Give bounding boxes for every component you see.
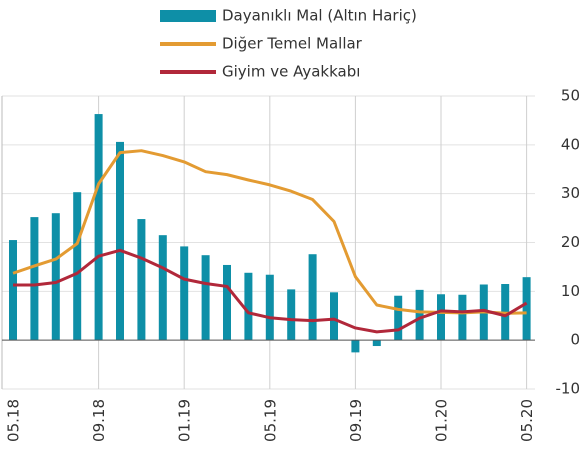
bar [330, 292, 338, 341]
bar [73, 192, 82, 341]
legend-label: Diğer Temel Mallar [222, 35, 363, 53]
y-tick-label: 20 [561, 233, 580, 251]
legend-swatch [160, 10, 216, 22]
y-tick-label: 30 [561, 184, 580, 202]
bar [201, 255, 210, 341]
x-tick-label: 05.19 [261, 399, 279, 442]
bar [287, 289, 296, 341]
y-tick-label: -10 [556, 380, 581, 398]
bar [394, 295, 403, 341]
x-tick-label: 05.20 [518, 399, 536, 442]
bar [9, 240, 17, 341]
bar [351, 340, 360, 353]
x-tick-label: 09.18 [90, 399, 108, 442]
bar [137, 219, 146, 341]
bar [458, 294, 467, 341]
x-tick-label: 09.19 [347, 399, 365, 442]
legend-label: Dayanıklı Mal (Altın Hariç) [222, 7, 417, 25]
bar [51, 213, 60, 341]
x-tick-label: 01.19 [176, 399, 194, 442]
bar [437, 294, 445, 341]
bar [116, 141, 124, 341]
bar [308, 254, 317, 341]
bar [30, 217, 39, 341]
x-tick-label: 01.20 [433, 399, 451, 442]
bar [158, 235, 167, 341]
y-tick-label: 10 [561, 282, 580, 300]
y-tick-label: 50 [561, 87, 580, 105]
bar [372, 340, 381, 347]
bar [415, 289, 424, 341]
bar [522, 277, 531, 341]
y-tick-label: 40 [561, 135, 580, 153]
line [13, 248, 528, 334]
bar [180, 246, 189, 341]
y-tick-label: 0 [570, 331, 580, 349]
x-tick-label: 05.18 [5, 399, 23, 442]
bar [265, 274, 274, 341]
bar [94, 114, 103, 341]
bar [244, 272, 253, 341]
legend-label: Giyim ve Ayakkabı [222, 63, 360, 81]
bar [223, 264, 231, 341]
